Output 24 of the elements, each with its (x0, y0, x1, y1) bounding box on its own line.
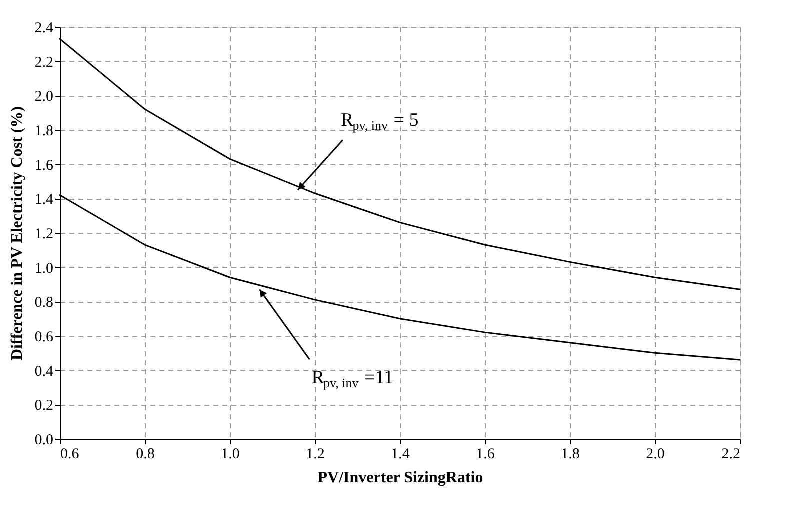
x-tick-label: 1.6 (476, 446, 496, 462)
x-tick-label: 1.2 (306, 446, 325, 462)
y-tick-label: 1.2 (34, 226, 54, 242)
y-tick-label: 1.4 (34, 192, 54, 208)
y-axis-title: Difference in PV Electricity Cost (%) (8, 106, 26, 360)
x-tick-label: 1.8 (561, 446, 580, 462)
y-tick-label: 1.0 (34, 260, 54, 277)
x-tick-label: 0.8 (136, 446, 155, 462)
x-tick-label: 1.4 (391, 446, 410, 462)
y-tick-label: 2.4 (34, 20, 54, 36)
y-tick-label: 2.0 (34, 89, 54, 106)
y-tick-label: 0.4 (34, 364, 54, 380)
y-tick-label: 1.8 (34, 124, 54, 140)
y-tick-label: 0.0 (34, 432, 54, 448)
y-tick-label: 2.2 (34, 54, 54, 71)
x-tick-label: 2.0 (646, 446, 665, 462)
x-tick-label: 0.6 (60, 446, 80, 462)
x-tick-label: 1.0 (221, 446, 240, 462)
y-tick-label: 0.2 (34, 398, 54, 414)
y-tick-label: 1.6 (34, 158, 54, 174)
y-tick-label: 0.6 (34, 330, 54, 346)
y-tick-label: 0.8 (34, 295, 54, 312)
x-tick-label: 2.2 (722, 446, 740, 462)
x-axis-title: PV/Inverter SizingRatio (318, 470, 484, 486)
